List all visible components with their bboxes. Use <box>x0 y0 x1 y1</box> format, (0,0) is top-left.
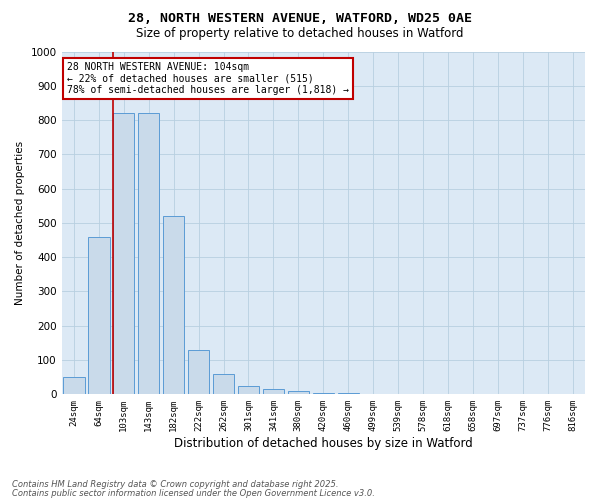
Text: Contains HM Land Registry data © Crown copyright and database right 2025.: Contains HM Land Registry data © Crown c… <box>12 480 338 489</box>
Bar <box>113 113 134 394</box>
Bar <box>64 377 85 394</box>
Text: 28 NORTH WESTERN AVENUE: 104sqm
← 22% of detached houses are smaller (515)
78% o: 28 NORTH WESTERN AVENUE: 104sqm ← 22% of… <box>67 62 349 95</box>
Bar <box>288 391 309 394</box>
Bar <box>213 374 234 394</box>
Bar <box>88 236 110 394</box>
Bar <box>138 113 160 394</box>
Bar <box>313 392 334 394</box>
Text: 28, NORTH WESTERN AVENUE, WATFORD, WD25 0AE: 28, NORTH WESTERN AVENUE, WATFORD, WD25 … <box>128 12 472 26</box>
Y-axis label: Number of detached properties: Number of detached properties <box>15 141 25 305</box>
Bar <box>163 216 184 394</box>
Text: Contains public sector information licensed under the Open Government Licence v3: Contains public sector information licen… <box>12 489 375 498</box>
Bar <box>238 386 259 394</box>
X-axis label: Distribution of detached houses by size in Watford: Distribution of detached houses by size … <box>174 437 473 450</box>
Bar <box>188 350 209 395</box>
Bar <box>263 389 284 394</box>
Text: Size of property relative to detached houses in Watford: Size of property relative to detached ho… <box>136 28 464 40</box>
